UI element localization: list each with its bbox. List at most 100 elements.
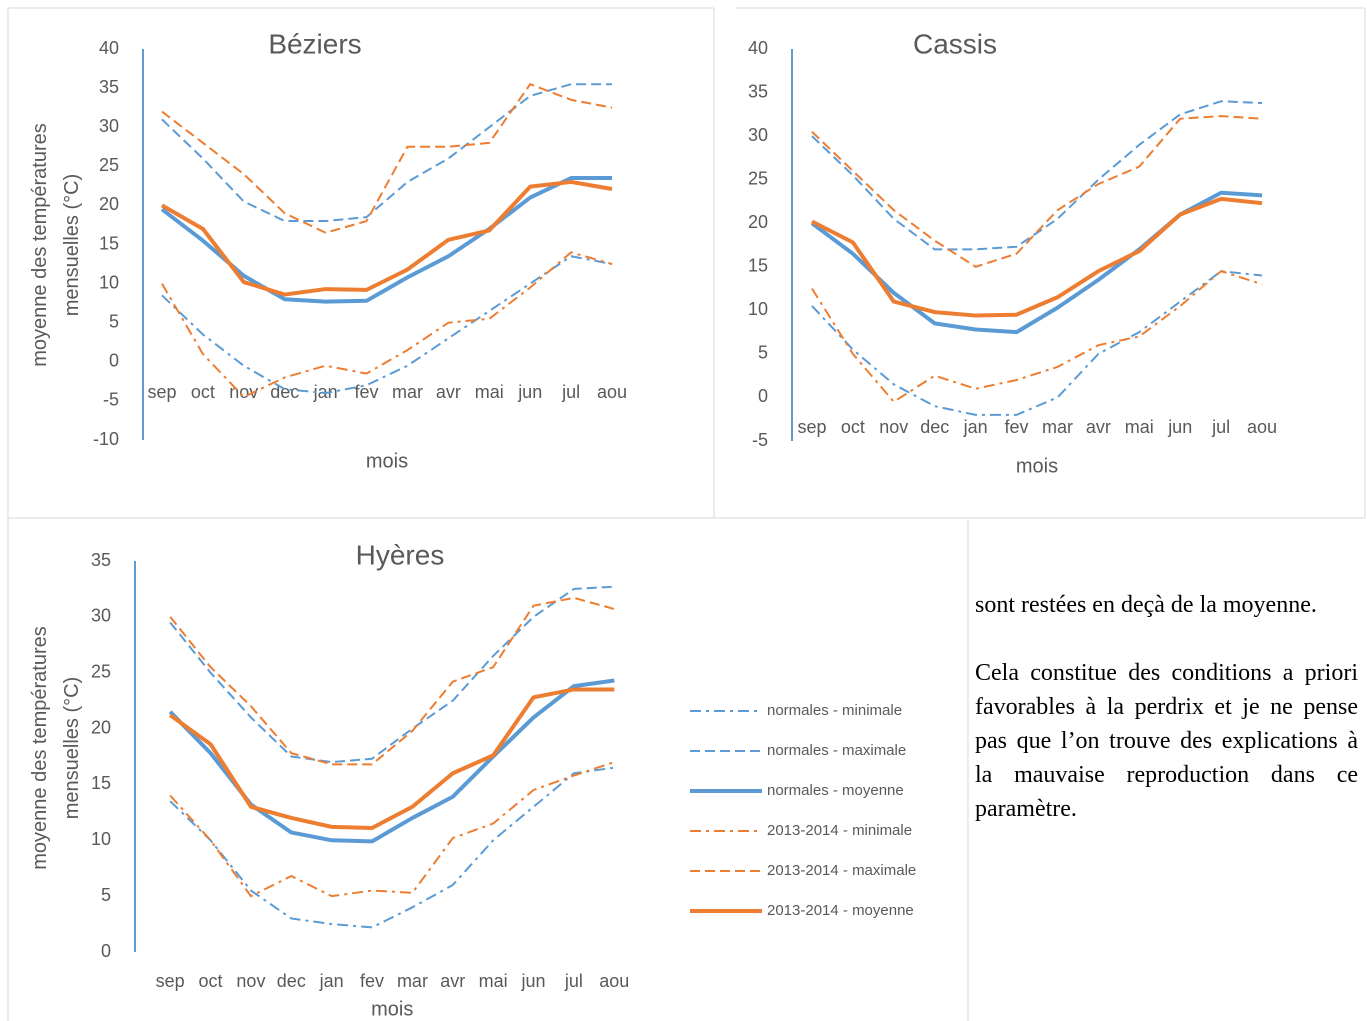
x-tick-label: jun: [521, 971, 546, 991]
y-tick-label: 0: [101, 941, 111, 961]
chart-title: Cassis: [913, 28, 997, 59]
x-axis-title: mois: [1016, 455, 1058, 477]
x-tick-label: jun: [517, 382, 542, 402]
x-tick-label: aou: [597, 382, 627, 402]
y-tick-label: 0: [758, 386, 768, 406]
legend-label: 2013-2014 - moyenne: [767, 902, 914, 919]
x-tick-label: sep: [797, 417, 826, 437]
x-tick-label: jan: [963, 417, 988, 437]
y-tick-label: 0: [109, 351, 119, 371]
y-axis-title: moyenne des températures mensuelles (°C): [29, 626, 83, 870]
x-tick-label: dec: [270, 382, 299, 402]
y-tick-label: 25: [99, 155, 119, 175]
y-tick-label: 15: [99, 233, 119, 253]
y-tick-label: 20: [91, 717, 111, 737]
x-tick-label: mai: [479, 971, 508, 991]
y-tick-label: 30: [99, 116, 119, 136]
y-axis-title: moyenne des températures mensuelles (°C): [29, 123, 83, 367]
x-axis-title: mois: [371, 998, 413, 1020]
x-tick-label: nov: [236, 971, 265, 991]
y-tick-label: 15: [91, 773, 111, 793]
series-line: [811, 270, 1263, 416]
y-tick-label: 40: [99, 38, 119, 58]
series-line: [161, 83, 613, 234]
y-tick-label: 20: [748, 212, 768, 232]
x-tick-label: avr: [1086, 417, 1111, 437]
x-tick-label: sep: [147, 382, 176, 402]
x-tick-label: jan: [319, 971, 344, 991]
series-line: [161, 83, 613, 223]
series-line: [160, 179, 613, 297]
chart-title: Hyères: [356, 539, 445, 570]
y-tick-label: 25: [748, 168, 768, 188]
y-tick-label: 30: [748, 125, 768, 145]
series-line: [169, 766, 615, 929]
x-tick-label: aou: [599, 971, 629, 991]
x-tick-label: oct: [199, 971, 223, 991]
y-tick-label: 15: [748, 256, 768, 276]
x-tick-label: jul: [561, 382, 580, 402]
series-line: [161, 255, 613, 395]
series-line: [161, 251, 613, 398]
legend-label: 2013-2014 - maximale: [767, 862, 916, 879]
x-tick-label: fev: [355, 382, 379, 402]
series-line: [169, 585, 615, 764]
chart-title: Béziers: [268, 28, 361, 59]
legend-label: normales - maximale: [767, 742, 906, 759]
y-tick-label: 35: [91, 550, 111, 570]
x-tick-label: jun: [1167, 417, 1192, 437]
x-tick-label: mar: [392, 382, 423, 402]
y-tick-label: 35: [99, 77, 119, 97]
y-tick-label: -5: [752, 430, 768, 450]
y-tick-label: 40: [748, 38, 768, 58]
paragraph: sont restées en deçà de la moyenne.: [975, 592, 1317, 618]
x-tick-label: fev: [360, 971, 384, 991]
x-tick-label: oct: [841, 417, 865, 437]
y-tick-label: 10: [748, 299, 768, 319]
x-tick-label: nov: [229, 382, 258, 402]
y-tick-label: 5: [101, 885, 111, 905]
x-tick-label: aou: [1247, 417, 1277, 437]
x-tick-label: avr: [436, 382, 461, 402]
x-tick-label: jul: [564, 971, 583, 991]
x-tick-label: jul: [1211, 417, 1230, 437]
legend-label: 2013-2014 - minimale: [767, 822, 912, 839]
x-tick-label: mai: [475, 382, 504, 402]
x-tick-label: dec: [920, 417, 949, 437]
x-tick-label: avr: [440, 971, 465, 991]
series-line: [811, 196, 1263, 318]
y-tick-label: 10: [91, 829, 111, 849]
y-tick-label: 30: [91, 606, 111, 626]
x-tick-label: jan: [313, 382, 338, 402]
y-tick-label: -5: [103, 390, 119, 410]
y-tick-label: 5: [109, 311, 119, 331]
x-tick-label: oct: [191, 382, 215, 402]
paragraph: Cela constitue des conditions a priori f…: [975, 660, 1358, 822]
series-line: [169, 687, 615, 830]
y-tick-label: 25: [91, 661, 111, 681]
y-tick-label: 5: [758, 343, 768, 363]
series-line: [811, 270, 1263, 403]
y-tick-label: 20: [99, 194, 119, 214]
y-tick-label: 10: [99, 272, 119, 292]
x-tick-label: mar: [1042, 417, 1073, 437]
y-tick-label: 35: [748, 81, 768, 101]
x-tick-label: nov: [879, 417, 908, 437]
x-tick-label: fev: [1005, 417, 1029, 437]
series-line: [811, 100, 1263, 251]
x-axis-title: mois: [366, 450, 408, 472]
body-text: sont restées en deçà de la moyenne. Cela…: [975, 588, 1358, 860]
series-line: [811, 115, 1263, 268]
series-line: [169, 761, 615, 898]
series-line: [160, 176, 613, 304]
y-tick-label: -10: [93, 429, 119, 449]
legend-label: normales - moyenne: [767, 782, 904, 799]
x-tick-label: sep: [156, 971, 185, 991]
series-line: [169, 596, 615, 766]
series-line: [810, 190, 1263, 335]
legend-label: normales - minimale: [767, 702, 902, 719]
x-tick-label: mai: [1125, 417, 1154, 437]
x-tick-label: mar: [397, 971, 428, 991]
